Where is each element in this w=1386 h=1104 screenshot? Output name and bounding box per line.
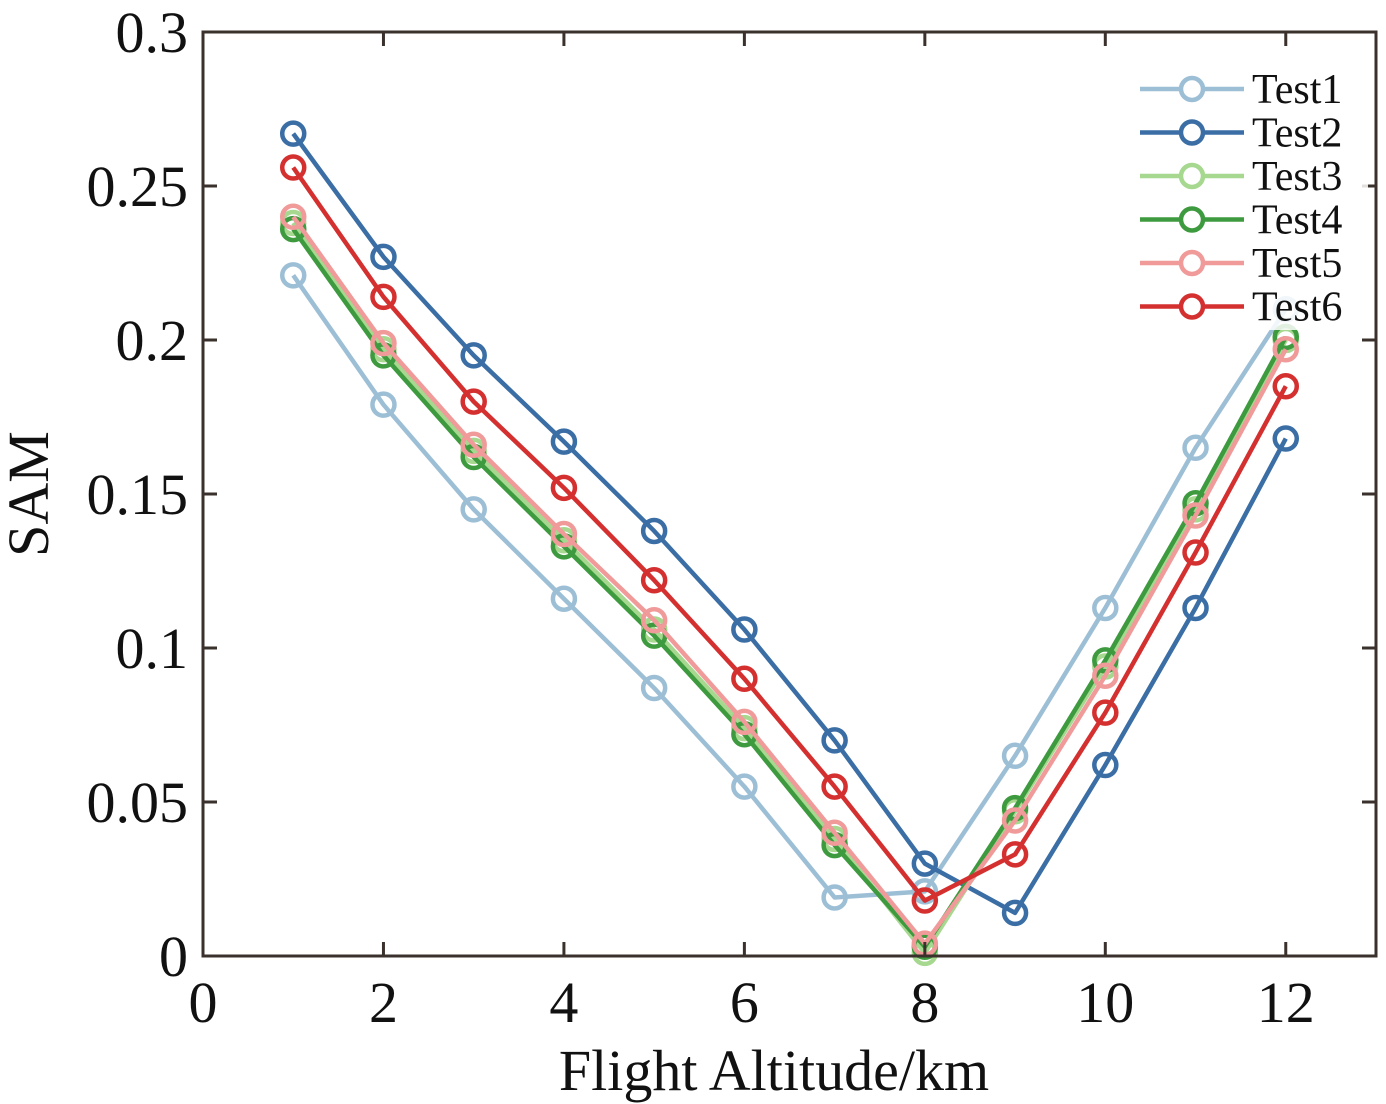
data-point [370, 391, 397, 418]
data-point [460, 342, 487, 369]
legend-marker [1178, 293, 1206, 320]
y-tick-label: 0.05 [87, 770, 189, 835]
data-point [460, 388, 487, 415]
legend-marker [1178, 249, 1206, 277]
series-test1 [279, 262, 1300, 911]
y-axis-title: SAM [0, 431, 61, 557]
legend-label: Test1 [1252, 67, 1342, 113]
data-point [731, 616, 758, 643]
series-line [291, 166, 1288, 903]
series-test6 [279, 154, 1300, 914]
data-point [1001, 841, 1029, 868]
y-tick-label: 0.25 [87, 154, 189, 219]
data-point [1001, 899, 1029, 927]
series-line [291, 221, 1288, 956]
data-point [640, 674, 668, 702]
legend-marker [1178, 162, 1206, 190]
ticks-layer: 0 2 4 6 8 10 12 0 0.05 0.1 0.15 0.2 0.25 0.3 [87, 0, 1376, 1035]
data-point [640, 566, 668, 594]
y-tick-label: 0.15 [87, 462, 189, 527]
series-line [291, 227, 1288, 950]
data-point [1182, 594, 1209, 622]
data-point [370, 329, 397, 357]
data-point [1092, 751, 1119, 779]
legend-label: Test4 [1252, 198, 1342, 244]
data-point [821, 773, 848, 800]
x-tick-label: 6 [730, 970, 759, 1035]
data-point [821, 819, 848, 847]
series-layer [279, 120, 1300, 967]
data-point [1272, 372, 1300, 400]
data-point [1272, 335, 1300, 363]
legend-label: Test6 [1252, 285, 1342, 331]
data-point [550, 474, 578, 502]
series-line [291, 132, 1288, 916]
data-point [460, 431, 487, 458]
data-point [1001, 807, 1029, 834]
data-point [550, 520, 578, 548]
data-point [460, 496, 487, 523]
data-point [1182, 539, 1209, 566]
data-point [1272, 425, 1300, 452]
x-tick-label: 2 [369, 970, 398, 1035]
series-test5 [279, 203, 1300, 957]
data-point [731, 665, 758, 693]
data-point [640, 517, 668, 545]
series-line [291, 274, 1288, 900]
legend-item: Test6 [1140, 285, 1342, 331]
data-point [1092, 594, 1119, 622]
x-tick-label: 8 [910, 970, 939, 1035]
data-point [1182, 434, 1209, 462]
data-point [1092, 662, 1119, 689]
data-point [279, 203, 307, 231]
y-tick-label: 0.1 [116, 616, 189, 681]
x-tick-label: 0 [189, 970, 218, 1035]
x-tick-label: 10 [1076, 970, 1134, 1035]
series-test2 [279, 120, 1300, 927]
x-tick-label: 4 [549, 970, 578, 1035]
legend-marker [1178, 75, 1206, 103]
data-point [1001, 742, 1029, 770]
legend-item: Test1 [1140, 67, 1342, 113]
legend-item: Test3 [1140, 154, 1342, 200]
x-tick-label: 12 [1257, 970, 1315, 1035]
legend-item: Test4 [1140, 198, 1342, 244]
y-tick-label: 0.3 [116, 0, 189, 65]
legend-label: Test3 [1252, 154, 1342, 200]
data-point [1092, 699, 1119, 726]
data-point [1182, 502, 1209, 529]
data-point [370, 283, 397, 311]
data-point [550, 585, 578, 612]
legend-item: Test2 [1140, 111, 1342, 157]
data-point [550, 428, 578, 455]
data-point [911, 887, 939, 914]
x-axis-title: Flight Altitude/km [559, 1038, 989, 1103]
data-point [279, 154, 307, 181]
data-point [279, 262, 307, 289]
data-point [911, 850, 939, 877]
series-line [291, 215, 1288, 946]
legend-marker [1178, 206, 1206, 233]
y-tick-label: 0 [159, 924, 188, 989]
legend-marker [1178, 119, 1206, 146]
legend-item: Test5 [1140, 241, 1342, 287]
data-point [640, 607, 668, 634]
legend-label: Test5 [1252, 241, 1342, 287]
data-point [821, 884, 848, 911]
legend-label: Test2 [1252, 111, 1342, 157]
legend-box [1132, 62, 1368, 330]
y-tick-label: 0.2 [116, 308, 189, 373]
data-point [821, 727, 848, 754]
data-point [279, 120, 307, 147]
data-point [370, 243, 397, 271]
data-point [731, 773, 758, 800]
data-point [731, 708, 758, 736]
